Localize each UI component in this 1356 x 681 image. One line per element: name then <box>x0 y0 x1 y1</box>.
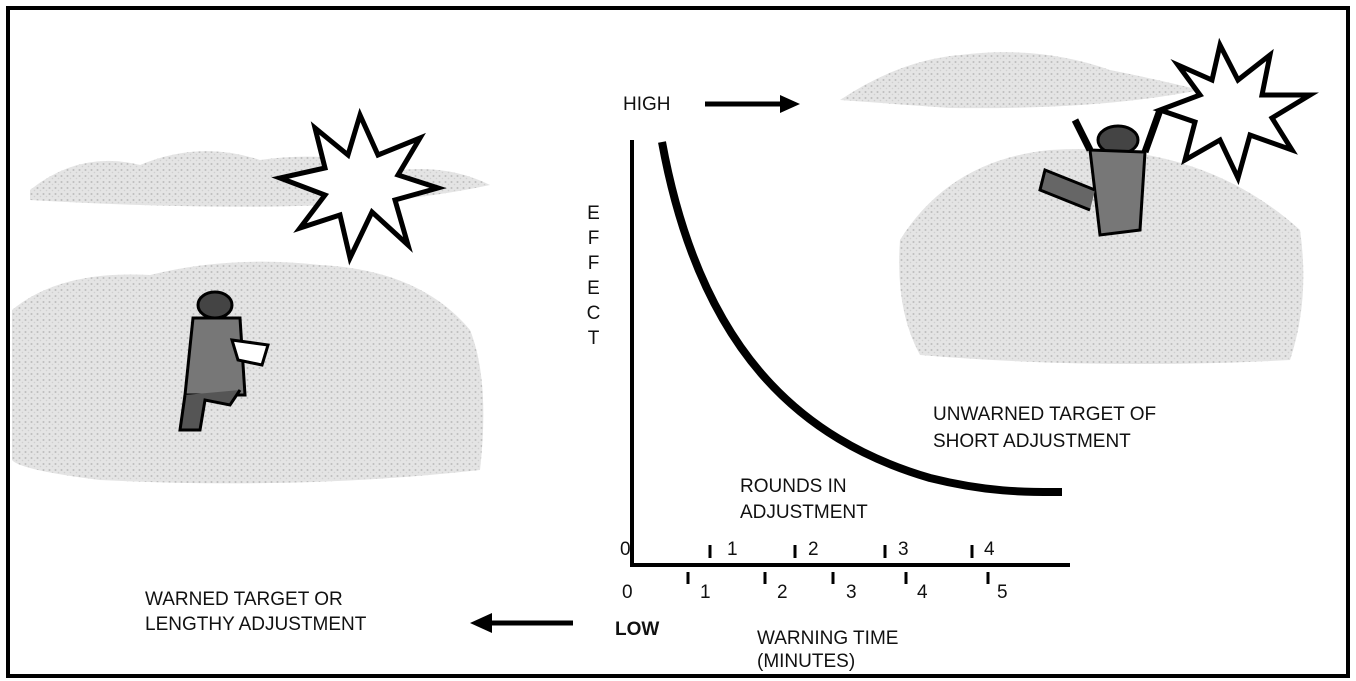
rounds-title: ROUNDS IN <box>740 476 847 497</box>
rounds-tick-label: 0 <box>620 539 631 560</box>
diagram: HIGH LOW UNWARNED TARGET OF SHORT ADJUST… <box>0 0 1356 681</box>
rounds-tick-label: 2 <box>808 539 819 560</box>
page: HIGH LOW UNWARNED TARGET OF SHORT ADJUST… <box>0 0 1356 681</box>
rounds-tick-label: 3 <box>898 539 909 560</box>
terrain <box>12 262 483 484</box>
time-tick-label: 2 <box>777 582 788 603</box>
warned-text: WARNED TARGET OR <box>145 589 343 610</box>
time-title: (MINUTES) <box>757 651 855 672</box>
arrow <box>780 95 800 113</box>
time-tick-label: 3 <box>846 582 857 603</box>
y-axis-label: EFFECT <box>585 203 607 353</box>
explosion <box>280 115 438 258</box>
high-label: HIGH <box>623 94 671 115</box>
rounds-tick-label: 1 <box>727 539 738 560</box>
low-label: LOW <box>615 619 659 640</box>
unwarned-text: UNWARNED TARGET OF <box>933 404 1156 425</box>
rounds-tick-label: 4 <box>984 539 995 560</box>
mountains <box>840 52 1200 108</box>
rounds-title: ADJUSTMENT <box>740 502 868 523</box>
arrow <box>470 613 492 633</box>
mountains <box>30 151 490 207</box>
time-title: WARNING TIME <box>757 628 898 649</box>
time-tick-label: 5 <box>997 582 1008 603</box>
time-tick-label: 4 <box>917 582 928 603</box>
explosion <box>1160 45 1310 178</box>
time-tick-label: 0 <box>622 582 633 603</box>
warned-text: LENGTHY ADJUSTMENT <box>145 614 367 635</box>
time-tick-label: 1 <box>700 582 711 603</box>
unwarned-text: SHORT ADJUSTMENT <box>933 431 1131 452</box>
